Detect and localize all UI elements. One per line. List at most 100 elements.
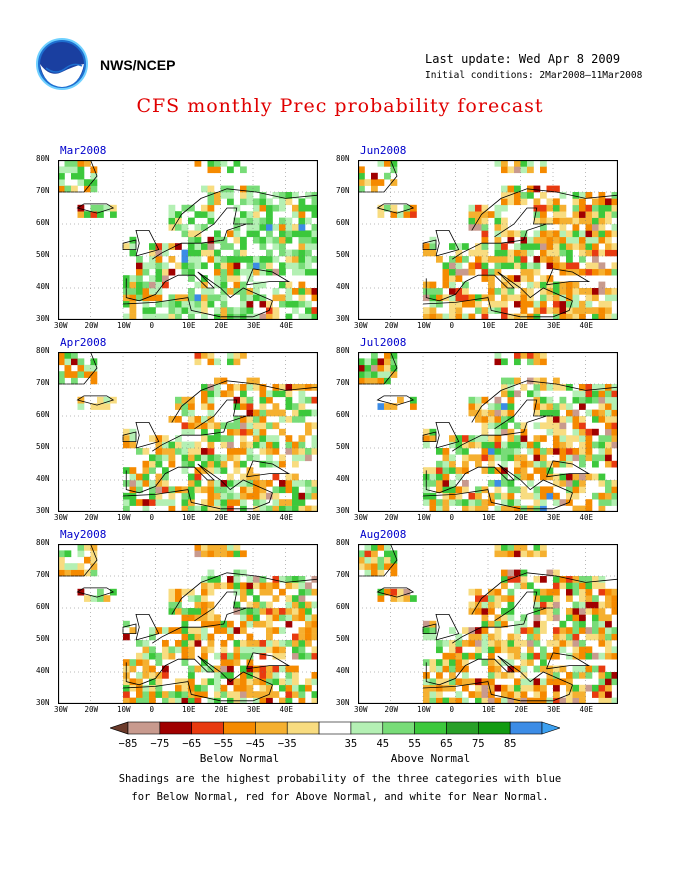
- shade-cell: [90, 403, 98, 410]
- shade-cell: [181, 499, 189, 506]
- shade-cell: [436, 646, 443, 654]
- shade-cell: [566, 492, 573, 500]
- shade-cell: [449, 646, 456, 654]
- shade-cell: [501, 166, 508, 174]
- shade-cell: [77, 166, 85, 174]
- shade-cell: [553, 460, 560, 468]
- shade-cell: [259, 448, 267, 455]
- shade-cell: [514, 633, 521, 641]
- shade-cell: [384, 371, 391, 378]
- shade-cell: [540, 396, 547, 404]
- shade-cell: [162, 665, 169, 673]
- shade-cell: [462, 678, 469, 686]
- shade-cell: [214, 544, 221, 551]
- shade-cell: [566, 313, 573, 320]
- shade-cell: [155, 441, 163, 449]
- shade-cell: [292, 678, 299, 686]
- shade-cell: [90, 358, 98, 366]
- shade-cell: [579, 192, 586, 199]
- shade-cell: [546, 185, 554, 193]
- shade-cell: [311, 486, 318, 494]
- shade-cell: [377, 544, 385, 551]
- shade-cell: [259, 300, 267, 308]
- shade-cell: [540, 294, 547, 302]
- shade-cell: [553, 582, 560, 590]
- shade-cell: [514, 505, 521, 512]
- shade-cell: [214, 492, 221, 500]
- shade-cell: [90, 563, 98, 570]
- shade-cell: [462, 460, 469, 468]
- shade-cell: [279, 614, 286, 622]
- shade-cell: [240, 550, 247, 558]
- lat-tick-label: 40N: [36, 666, 50, 675]
- shade-cell: [298, 646, 306, 654]
- shade-cell: [579, 448, 586, 455]
- shade-cell: [488, 608, 495, 615]
- shade-cell: [533, 281, 541, 289]
- shade-cell: [611, 480, 618, 487]
- shade-cell: [566, 243, 573, 250]
- shade-cell: [181, 454, 189, 462]
- shade-cell: [220, 435, 228, 442]
- shade-cell: [449, 288, 456, 295]
- lon-tick-label: 10W: [417, 321, 431, 330]
- shade-cell: [149, 652, 156, 660]
- shade-cell: [592, 396, 599, 404]
- shade-cell: [279, 646, 286, 654]
- shade-cell: [572, 300, 580, 308]
- shade-cell: [371, 563, 378, 570]
- coastline: [435, 422, 460, 449]
- shade-cell: [227, 358, 234, 366]
- shade-cell: [58, 377, 65, 385]
- shade-cell: [233, 582, 241, 590]
- shade-cell: [585, 448, 593, 455]
- shade-cell: [436, 697, 443, 704]
- shade-cell: [553, 633, 560, 641]
- shade-cell: [285, 230, 293, 238]
- shade-cell: [553, 608, 560, 615]
- shade-cell: [605, 448, 612, 455]
- shade-cell: [579, 652, 586, 660]
- shade-cell: [71, 569, 78, 577]
- shade-cell: [266, 697, 273, 704]
- shade-cell: [468, 300, 476, 308]
- shade-cell: [514, 198, 521, 206]
- shade-cell: [553, 211, 560, 218]
- shade-cell: [611, 422, 618, 430]
- shade-cell: [305, 288, 312, 295]
- shade-cell: [553, 576, 560, 583]
- shade-cell: [553, 185, 560, 193]
- coastline: [122, 623, 137, 634]
- map-panel-aug2008: [358, 544, 618, 704]
- shade-cell: [214, 678, 221, 686]
- shade-cell: [566, 236, 573, 244]
- shade-cell: [214, 428, 221, 436]
- shade-cell: [475, 646, 482, 654]
- shade-cell: [566, 652, 573, 660]
- shade-cell: [572, 204, 580, 212]
- shade-cell: [305, 249, 312, 257]
- shade-cell: [611, 601, 618, 609]
- shade-cell: [540, 288, 547, 295]
- shade-cell: [481, 275, 489, 282]
- shade-cell: [455, 640, 463, 647]
- shade-cell: [488, 441, 495, 449]
- shade-cell: [533, 595, 541, 602]
- shade-cell: [572, 198, 580, 206]
- shade-cell: [253, 620, 260, 628]
- shade-cell: [207, 198, 215, 206]
- shade-cell: [384, 160, 391, 167]
- shade-cell: [377, 403, 385, 410]
- coastline: [376, 395, 415, 406]
- shade-cell: [572, 217, 580, 225]
- shade-cell: [488, 640, 495, 647]
- shade-cell: [598, 588, 606, 596]
- shade-cell: [546, 198, 554, 206]
- shade-cell: [227, 288, 234, 295]
- shade-cell: [462, 313, 469, 320]
- shade-cell: [403, 595, 411, 602]
- lat-tick-label: 70N: [36, 186, 50, 195]
- shade-cell: [475, 505, 482, 512]
- shade-cell: [220, 499, 228, 506]
- shade-cell: [501, 358, 508, 366]
